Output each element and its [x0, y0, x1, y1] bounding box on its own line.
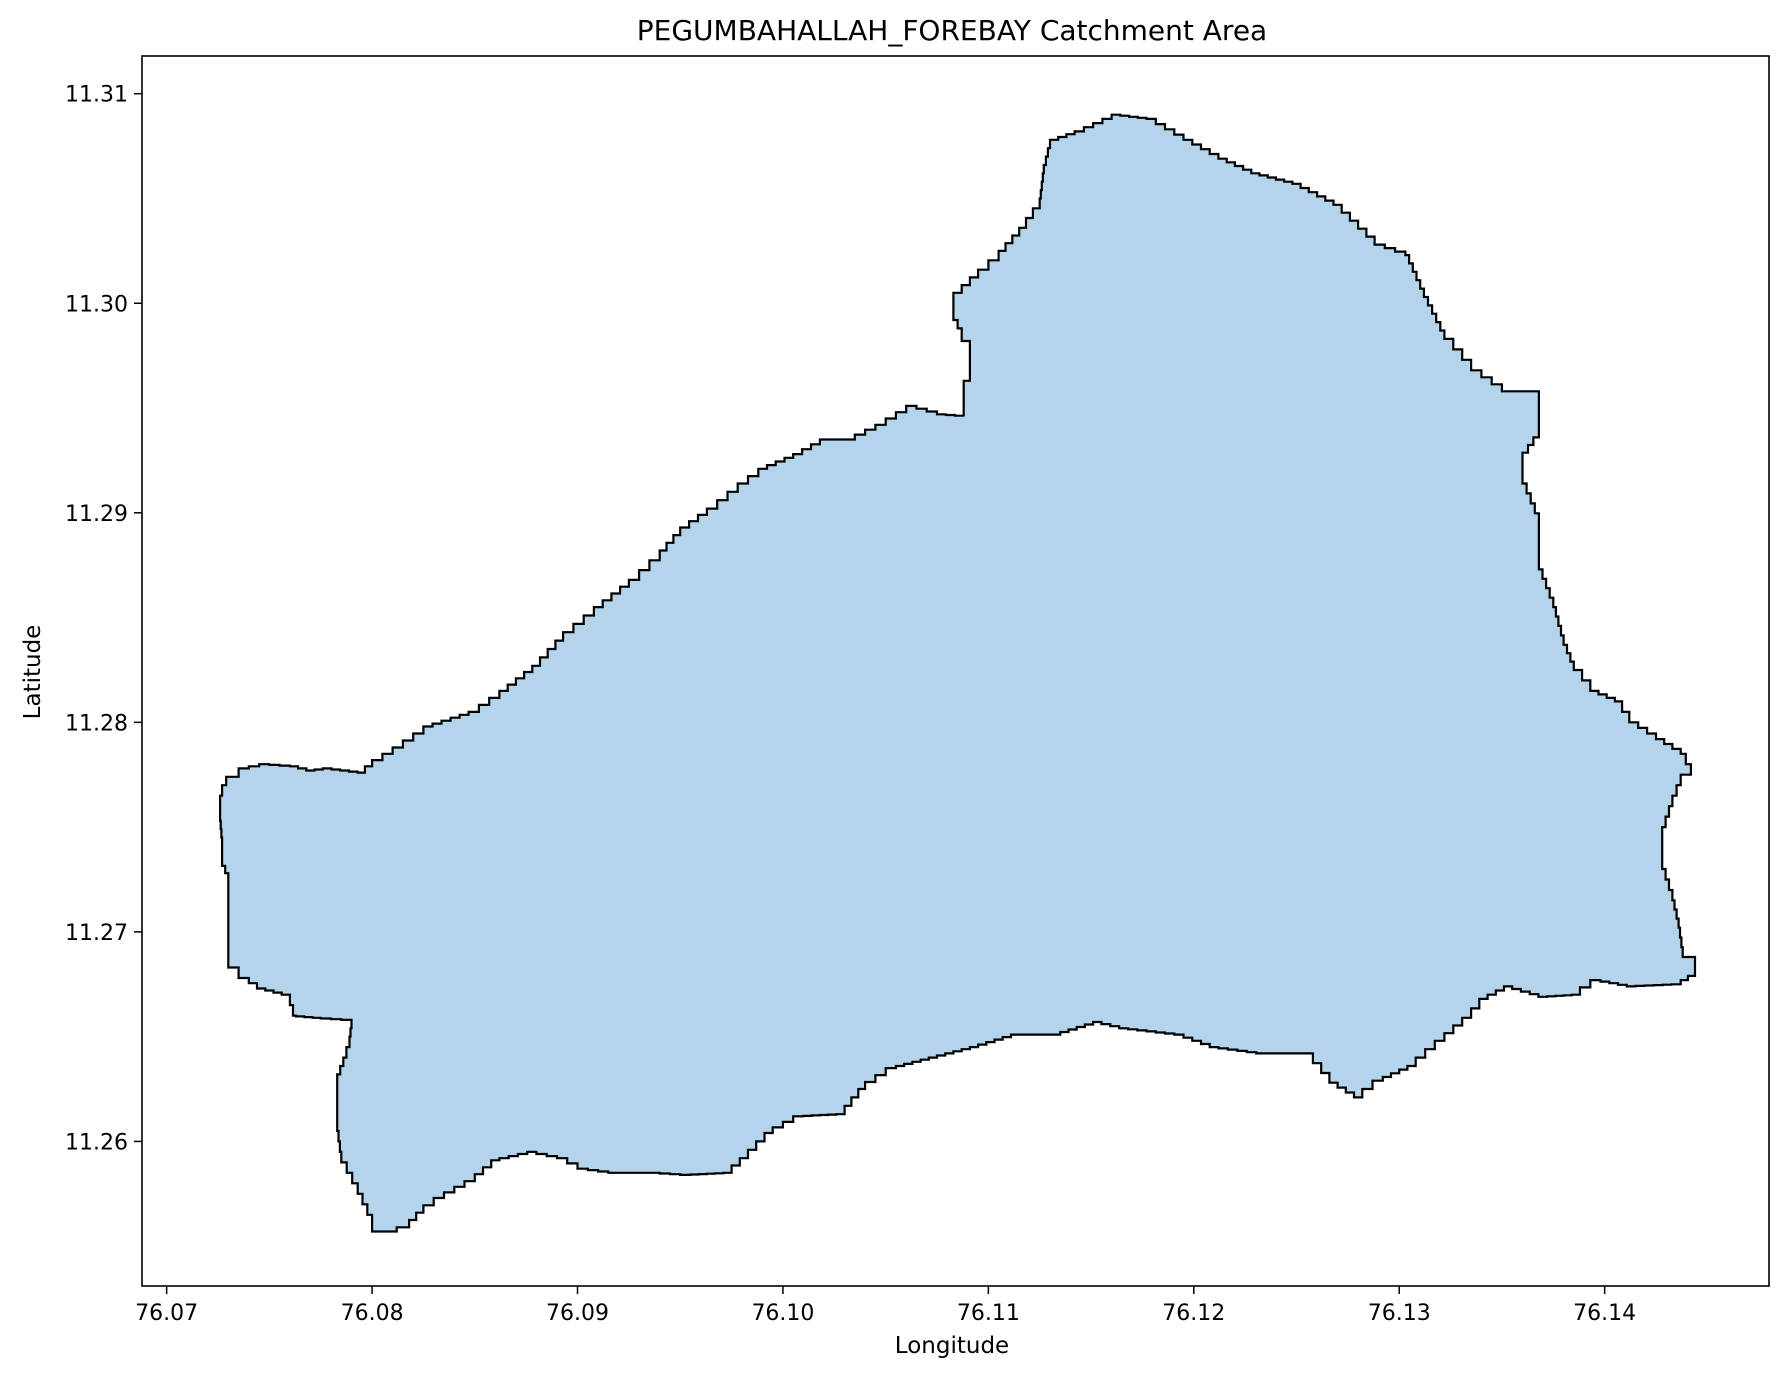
y-axis-label: Latitude [20, 625, 46, 720]
x-tick-label: 76.08 [341, 1301, 404, 1326]
y-tick-label: 11.27 [65, 921, 128, 946]
x-axis-label: Longitude [895, 1333, 1009, 1359]
x-tick-label: 76.13 [1368, 1301, 1431, 1326]
y-tick-label: 11.26 [65, 1130, 128, 1155]
y-tick-label: 11.30 [65, 292, 128, 317]
y-tick-label: 11.31 [65, 83, 128, 108]
chart-title: PEGUMBAHALLAH_FOREBAY Catchment Area [637, 14, 1267, 47]
x-tick-label: 76.09 [546, 1301, 609, 1326]
axes-frame [141, 55, 1770, 1287]
x-tick-label: 76.11 [957, 1301, 1020, 1326]
catchment-polygon [219, 113, 1697, 1233]
plot-area [141, 55, 1770, 1287]
y-axis: 11.26 11.27 11.28 11.29 11.30 11.31 [65, 83, 142, 1155]
x-tick-label: 76.10 [751, 1301, 814, 1326]
x-tick-label: 76.14 [1573, 1301, 1636, 1326]
x-tick-label: 76.07 [135, 1301, 198, 1326]
y-tick-label: 11.28 [65, 711, 128, 736]
x-axis: 76.07 76.08 76.09 76.10 76.11 76.12 76.13 76.14 [135, 1286, 1636, 1326]
y-tick-label: 11.29 [65, 502, 128, 527]
x-tick-label: 76.12 [1162, 1301, 1225, 1326]
